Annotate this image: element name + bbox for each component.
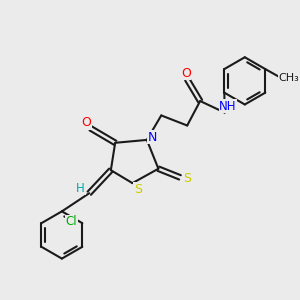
Text: O: O — [181, 67, 191, 80]
Text: N: N — [147, 130, 157, 143]
Text: H: H — [76, 182, 85, 194]
Text: NH: NH — [219, 100, 237, 113]
Text: Cl: Cl — [66, 215, 77, 228]
Text: S: S — [183, 172, 191, 185]
Text: CH₃: CH₃ — [278, 73, 299, 83]
Text: O: O — [81, 116, 91, 129]
Text: S: S — [134, 183, 142, 196]
